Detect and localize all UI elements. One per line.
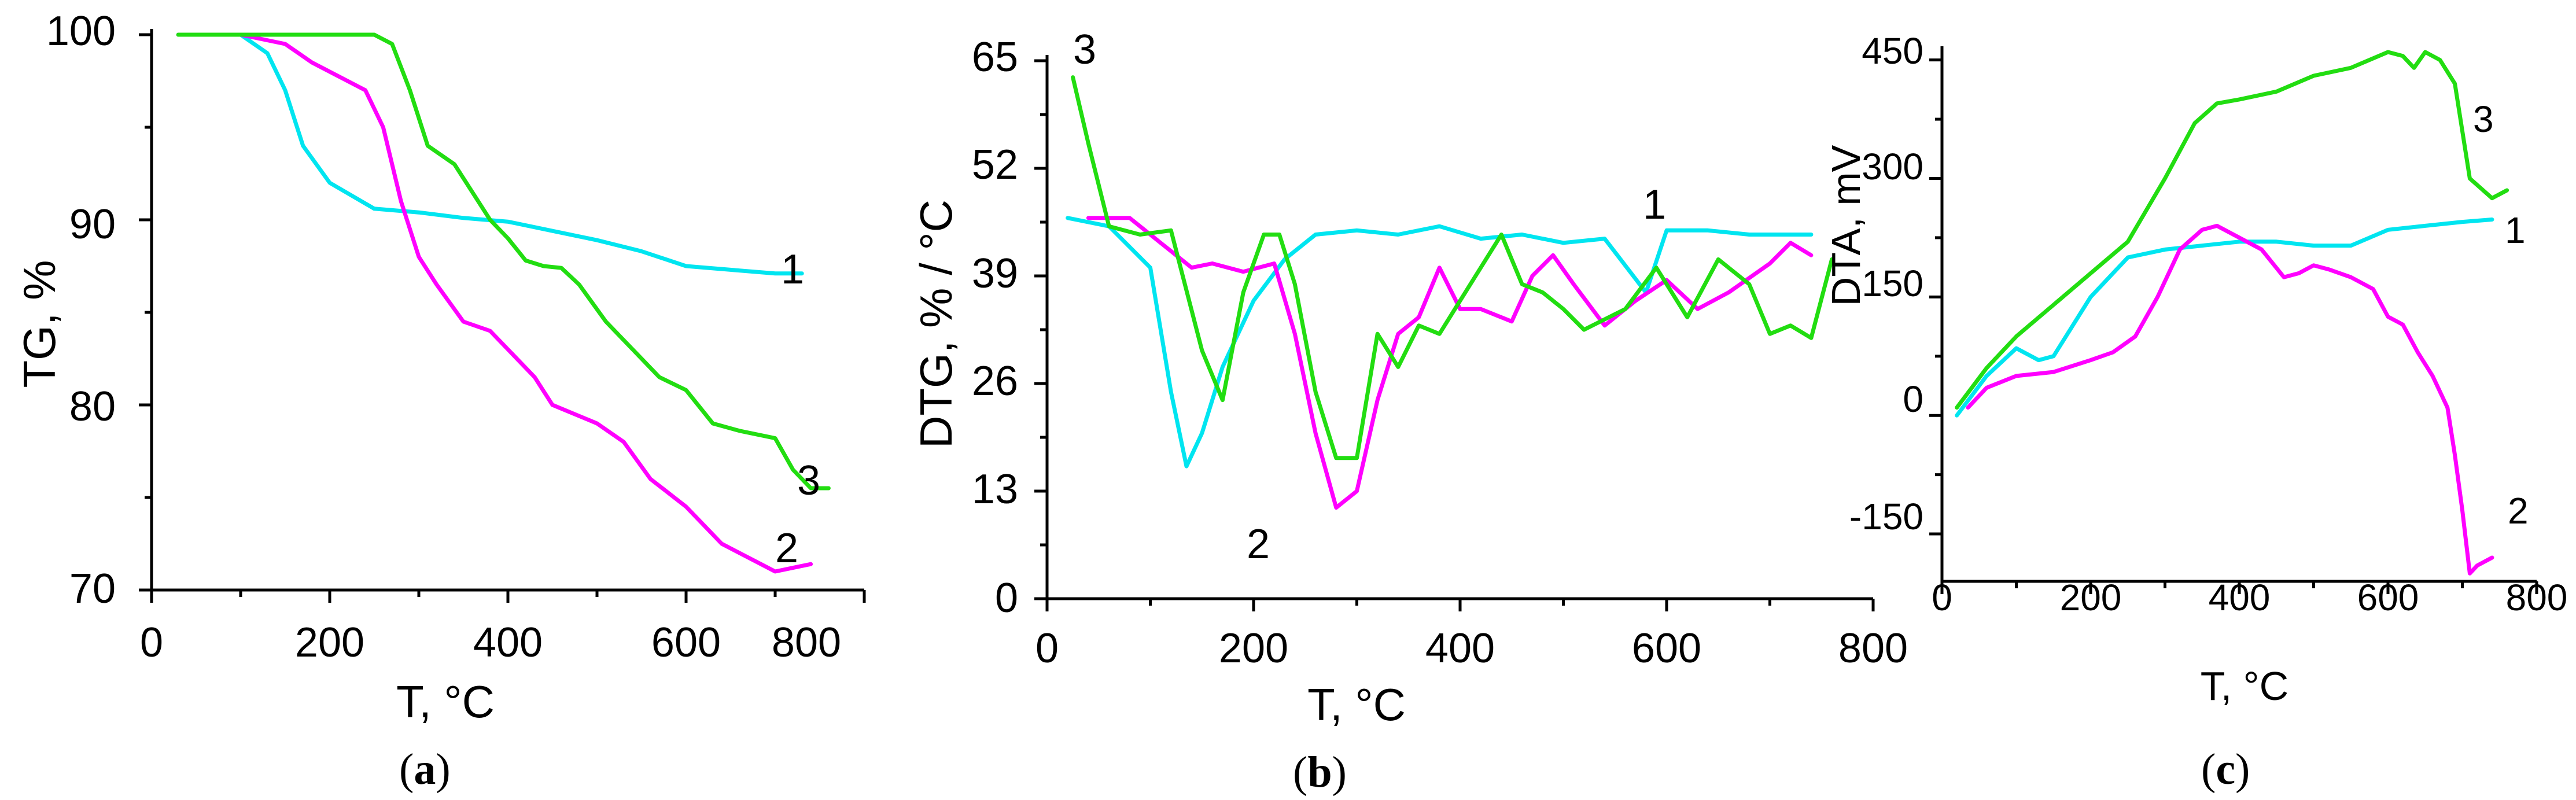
panel-a-ticks [139,33,866,603]
panel-a-xtick-label: 0 [140,620,163,666]
panel-b-axes [1045,55,1873,600]
panel-c-xtick-label: 200 [2060,577,2122,618]
panel-c-ytick-label: 450 [1862,30,1923,72]
panel-b-xtick-label: 200 [1219,625,1288,672]
panel-a-ytick-label: 80 [69,384,116,430]
panel-b-ytick-label: 13 [972,466,1018,513]
panel-b-dtg-chart: 0 13 26 39 52 65 0 200 400 600 800 T, °C… [911,27,1908,797]
panel-c-ytick-label: 0 [1903,378,1923,420]
panel-c-series-3-line [1955,50,2509,410]
panel-c-series-1-label: 1 [2505,209,2526,251]
panel-b-xtick-label: 0 [1035,625,1059,672]
panel-c-ytick-label: 300 [1862,146,1923,187]
panel-b-ytick-label: 0 [995,575,1018,621]
panel-b-y-axis-title: DTG, % / °C [911,200,961,448]
panel-a-series-3-line [176,32,831,491]
panel-a-caption: (a) [399,745,451,794]
panel-b-series [1066,75,1834,510]
panel-a-axes [150,29,864,592]
panel-b-x-axis-title: T, °C [1307,679,1406,730]
panel-a-y-axis-title: TG, % [14,260,65,388]
panel-b-series-2-line [1086,216,1814,510]
panel-a-series-2-line [176,32,813,574]
panel-c-ytick-label: -150 [1849,496,1923,537]
panel-c-series-1-line [1955,217,2494,418]
panel-b-series-1-line [1066,216,1814,469]
panel-c-series [1955,50,2509,576]
panel-b-series-2-label: 2 [1247,521,1270,567]
panel-a-series-1-line [176,32,804,276]
panel-b-xtick-label: 400 [1425,625,1495,672]
panel-b-xtick-label: 800 [1838,625,1908,672]
panel-a-series [176,32,831,574]
panel-a-series-3-label: 3 [797,458,820,504]
panel-b-ytick-label: 65 [972,34,1018,80]
panel-a-ytick-label: 90 [69,201,116,248]
panel-c-ytick-label: 150 [1862,263,1923,304]
panel-c-dta-chart: -150 0 150 300 450 0 200 400 600 800 T, … [1823,30,2567,794]
panel-c-y-axis-title: DTA, mV [1823,145,1869,306]
panel-a-xtick-label: 400 [473,620,543,666]
panel-c-ticks [1929,58,2538,594]
panel-b-xtick-label: 600 [1632,625,1701,672]
panel-a-ytick-label: 100 [46,8,116,54]
panel-b-ytick-label: 39 [972,250,1018,297]
panel-a-ytick-label: 70 [69,566,116,612]
panel-a-xtick-label: 600 [651,620,721,666]
panel-a-xtick-label: 800 [772,620,841,666]
panel-c-series-2-line [1966,223,2494,576]
panel-c-xtick-label: 800 [2506,577,2568,618]
panel-b-series-1-label: 1 [1643,182,1666,228]
panel-a-xtick-label: 200 [295,620,364,666]
panel-b-series-3-label: 3 [1073,27,1096,73]
panel-b-ytick-label: 26 [972,358,1018,404]
panel-a-tg-chart: 70 80 90 100 0 200 400 600 800 T, °C TG,… [14,8,866,794]
panel-a-series-2-label: 2 [775,525,798,572]
panel-c-xtick-label: 400 [2209,577,2271,618]
panel-a-series-1-label: 1 [781,246,804,293]
panel-c-caption: (c) [2201,745,2250,794]
panel-c-xtick-label: 0 [1932,577,1952,618]
panel-a-x-axis-title: T, °C [396,676,495,727]
panel-b-caption: (b) [1293,748,1347,797]
panel-c-axes [1940,46,2537,583]
panel-c-series-2-label: 2 [2508,490,2529,532]
panel-c-xtick-label: 600 [2357,577,2419,618]
panel-b-ytick-label: 52 [972,142,1018,188]
panel-c-series-3-label: 3 [2473,98,2494,140]
panel-b-series-3-line [1071,75,1834,460]
panel-c-x-axis-title: T, °C [2201,663,2288,709]
